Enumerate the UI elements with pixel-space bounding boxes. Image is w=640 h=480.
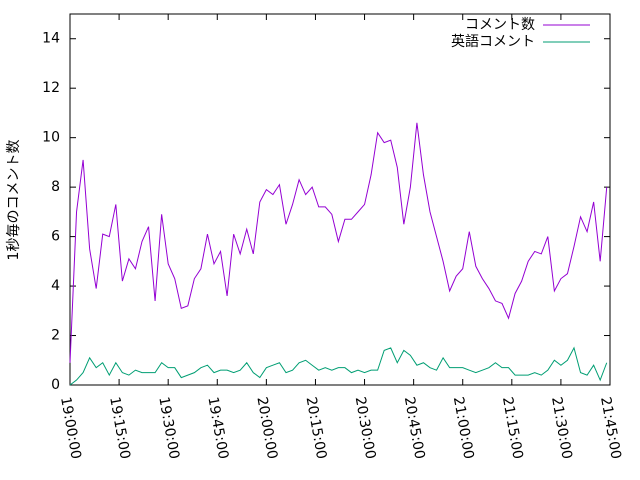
series-line [69,346,608,386]
x-tick-label: 20:45:00 [401,396,428,461]
legend-label: コメント数 [465,17,535,33]
x-tick-label: 19:00:00 [57,396,84,461]
series-line [69,122,608,363]
x-tick-label: 21:00:00 [450,396,477,461]
legend-label: 英語コメント [451,33,535,50]
x-tick-label: 20:15:00 [303,396,330,461]
y-tick-label: 0 [51,377,60,393]
y-tick-label: 8 [51,179,60,195]
x-tick-label: 19:15:00 [106,396,133,461]
x-tick-label: 20:30:00 [352,396,379,461]
x-tick-label: 21:15:00 [499,396,526,461]
y-tick-label: 2 [51,328,60,344]
y-axis-label: 1秒毎のコメント数 [6,140,22,261]
x-tick-label: 19:30:00 [155,396,182,461]
y-tick-label: 4 [51,278,60,294]
y-tick-label: 6 [51,229,60,245]
y-tick-label: 10 [42,130,60,146]
x-tick-label: 21:45:00 [597,396,624,461]
plot-border [69,13,611,386]
y-tick-label: 14 [42,31,60,47]
x-tick-label: 21:30:00 [548,396,575,461]
x-tick-label: 19:45:00 [204,396,231,461]
x-tick-label: 20:00:00 [253,396,280,461]
y-tick-label: 12 [42,80,60,96]
